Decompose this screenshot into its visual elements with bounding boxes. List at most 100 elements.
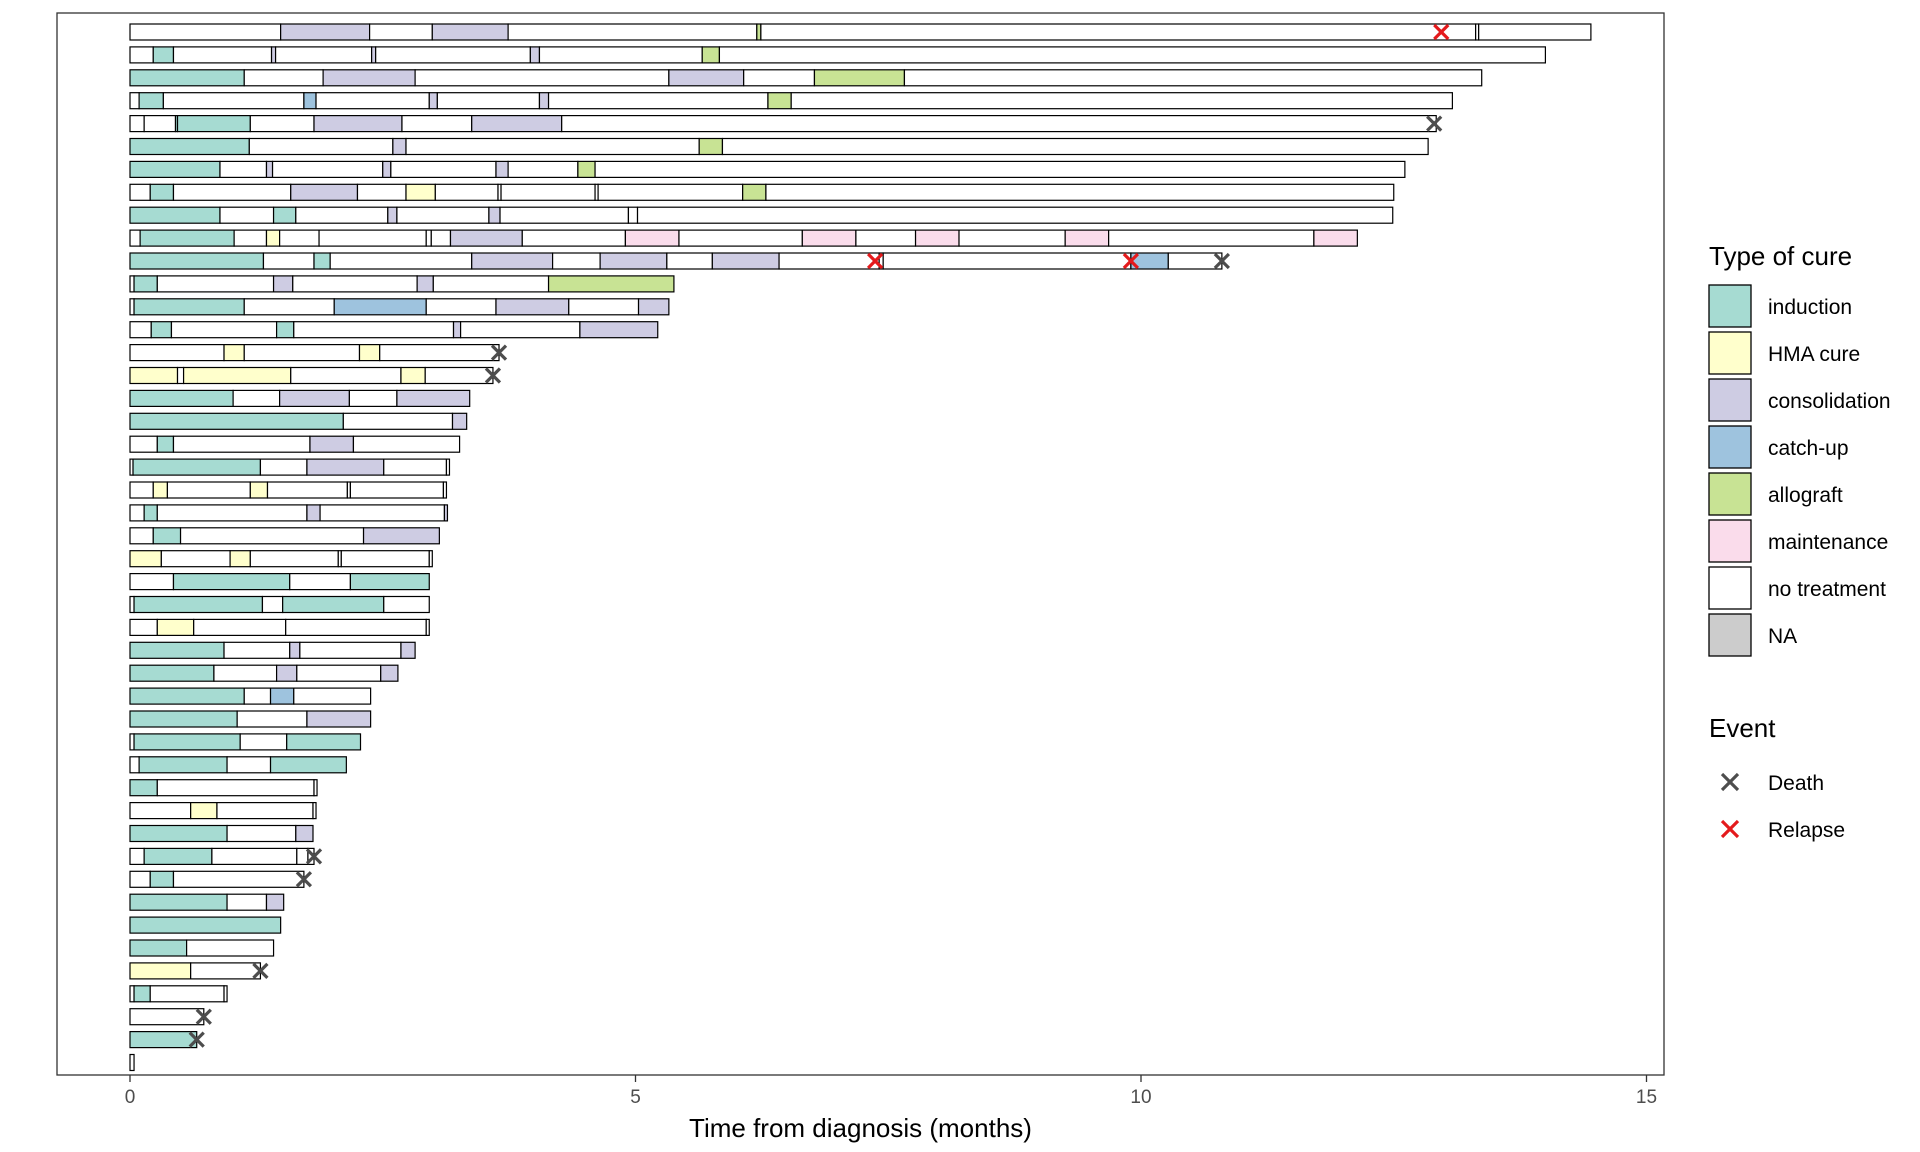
bar-segment-induction [129,687,245,705]
bar-segment-induction [129,1030,198,1049]
bar-segment-consolidation [579,321,659,339]
bar-segment-no-treatment [249,114,315,133]
bar-segment-consolidation [265,893,285,911]
bar-segment-no-treatment [507,23,758,41]
legend-label: Relapse [1768,819,1845,842]
bar-segment-no-treatment [290,366,402,385]
bar-segment-no-treatment [219,206,275,224]
bar-segment-no-treatment [342,412,454,430]
event-marker-death [252,962,269,980]
bar-segment-consolidation [309,435,355,453]
patient-row [129,435,461,453]
bar-segment-consolidation [637,298,670,316]
bar-segment-no-treatment [319,504,446,522]
bar-segment-no-treatment [903,69,1483,87]
bars-layer [129,23,1592,1072]
bar-segment-no-treatment [232,389,281,407]
bar-segment-no-treatment [129,183,151,201]
bar-segment-no-treatment [538,46,703,64]
patient-row [129,527,440,545]
bar-segment-no-treatment [790,92,1453,110]
bar-segment-induction [129,710,238,728]
bar-segment-consolidation [306,458,385,476]
bar-segment-no-treatment [383,458,448,476]
bar-segment-consolidation [538,92,550,110]
bar-segment-allograft [756,23,762,41]
bar-segment-consolidation [279,389,350,407]
bar-segment-hma-cure [190,801,218,820]
patient-row [129,23,1592,41]
patient-row [129,893,285,911]
bar-segment-consolidation [322,69,416,87]
bar-segment-induction [138,92,164,110]
bar-segment-no-treatment [401,114,473,133]
bar-segment-induction [172,572,291,591]
bar-segment-consolidation [471,252,554,270]
bar-segment-no-treatment [172,46,273,64]
legend-label: allograft [1768,484,1843,507]
event-marker-death [484,367,502,384]
patient-row [129,183,1395,201]
bar-segment-no-treatment [329,252,473,270]
bar-segment-no-treatment [243,687,272,705]
bar-segment-no-treatment [129,114,145,133]
bar-segment-no-treatment [500,183,596,201]
bar-segment-no-treatment [958,229,1066,247]
bar-segment-no-treatment [597,183,744,201]
bar-segment-no-treatment [424,366,494,385]
bar-segment-induction [129,893,228,911]
event-marker-death [188,1031,205,1048]
bar-segment-consolidation [488,206,501,224]
legend-swatch-allograft [1708,472,1752,516]
bar-segment-induction [129,137,250,156]
x-tick-label: 0 [125,1087,136,1108]
bar-segment-no-treatment [636,206,1394,224]
bar-segment-no-treatment [405,137,700,156]
bar-segment-induction [129,641,225,659]
legend-key-relapse [1720,819,1740,839]
event-marker-death [305,848,323,865]
bar-segment-no-treatment [129,435,158,453]
patient-row [129,1053,135,1072]
bar-segment-induction [313,252,331,270]
bar-segment-no-treatment [226,893,268,911]
patient-row [129,389,471,407]
patient-row [129,710,372,728]
bar-segment-hma-cure [129,366,179,385]
patient-row [129,137,1429,156]
event-marker-death [295,871,313,888]
legend-label: maintenance [1768,531,1888,554]
bar-segment-no-treatment [313,779,318,797]
bar-segment-induction [129,779,158,797]
bar-segment-no-treatment [129,847,145,866]
bar-segment-no-treatment [219,160,268,178]
bar-segment-no-treatment [172,183,292,201]
legend-label: induction [1768,296,1852,319]
bar-segment-induction [133,733,241,751]
bar-segment-no-treatment [243,344,361,362]
bar-segment-allograft [698,137,724,156]
bar-segment-no-treatment [666,252,713,270]
bar-segment-no-treatment [765,183,1395,201]
patient-row [129,687,372,705]
bar-segment-no-treatment [459,321,581,339]
bar-segment-allograft [577,160,596,178]
patient-row [129,870,305,888]
bar-segment-induction [129,916,282,934]
bar-segment-no-treatment [243,69,324,87]
bar-segment-no-treatment [262,252,315,270]
bar-segment-no-treatment [299,641,402,659]
bar-segment-no-treatment [129,23,282,41]
patient-row [129,801,317,820]
bar-segment-consolidation [313,114,403,133]
patient-row [129,550,433,568]
bar-segment-no-treatment [129,298,135,316]
bar-segment-hma-cure [129,550,162,568]
bar-segment-consolidation [392,137,407,156]
bar-segment-hma-cure [156,618,195,637]
bar-segment-no-treatment [285,618,427,637]
bar-segment-induction [156,435,175,453]
bar-segment-allograft [547,275,675,293]
bar-segment-no-treatment [166,481,251,499]
bar-segment-consolidation [272,275,294,293]
